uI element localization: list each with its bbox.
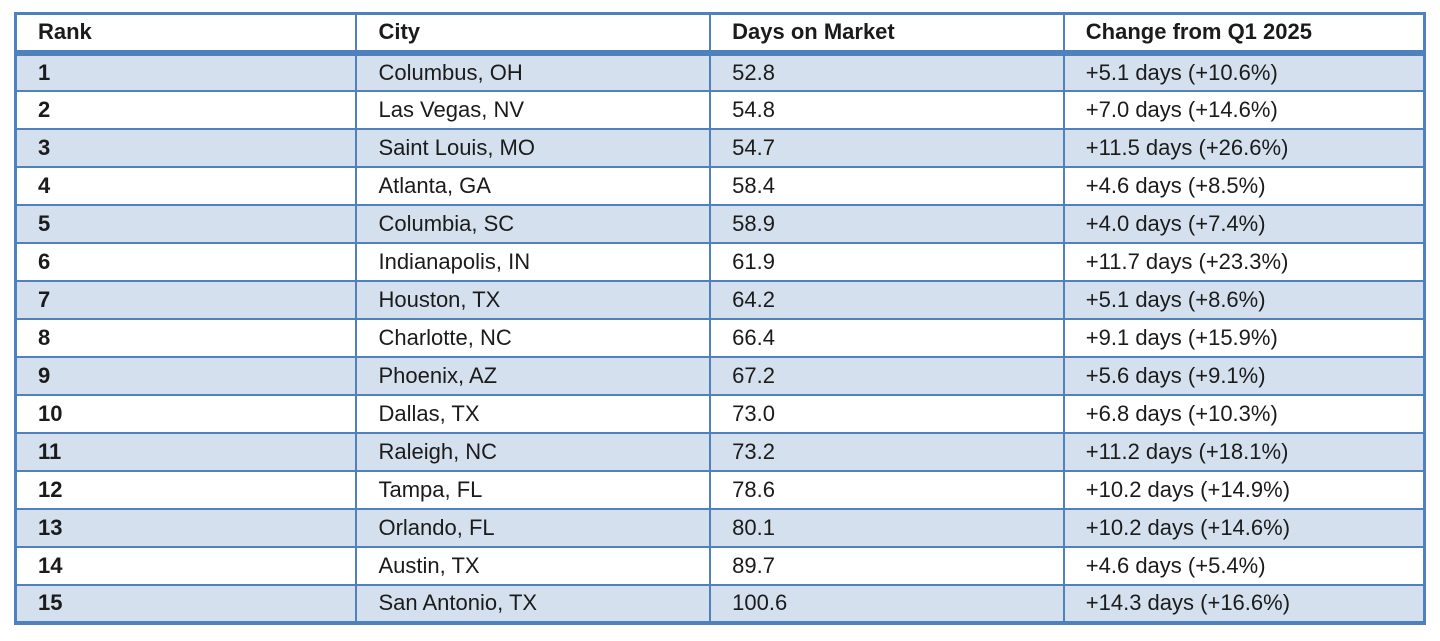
cell-rank: 2 bbox=[14, 89, 358, 130]
cell-rank: 6 bbox=[14, 241, 358, 282]
table-row: 3 Saint Louis, MO 54.7 +11.5 days (+26.6%) bbox=[14, 127, 1426, 168]
column-header-change: Change from Q1 2025 bbox=[1062, 12, 1426, 56]
cell-days: 80.1 bbox=[709, 507, 1065, 548]
table-row: 15 San Antonio, TX 100.6 +14.3 days (+16.6%… bbox=[14, 583, 1426, 624]
column-header-city: City bbox=[355, 12, 712, 56]
cell-rank: 8 bbox=[14, 317, 358, 358]
cell-rank: 1 bbox=[14, 51, 358, 92]
table-row: 6 Indianapolis, IN 61.9 +11.7 days (+23.3%) bbox=[14, 241, 1426, 282]
table-row: 11 Raleigh, NC 73.2 +11.2 days (+18.1%) bbox=[14, 431, 1426, 472]
cell-city: Austin, TX bbox=[355, 545, 712, 586]
cell-change: +4.6 days (+8.5%) bbox=[1062, 165, 1426, 206]
cell-change: +9.1 days (+15.9%) bbox=[1062, 317, 1426, 358]
cell-change: +11.5 days (+26.6%) bbox=[1062, 127, 1426, 168]
table-row: 13 Orlando, FL 80.1 +10.2 days (+14.6%) bbox=[14, 507, 1426, 548]
cell-days: 54.8 bbox=[709, 89, 1065, 130]
cell-rank: 12 bbox=[14, 469, 358, 510]
cell-city: Indianapolis, IN bbox=[355, 241, 712, 282]
cell-city: Columbus, OH bbox=[355, 51, 712, 92]
cell-rank: 14 bbox=[14, 545, 358, 586]
cell-change: +6.8 days (+10.3%) bbox=[1062, 393, 1426, 434]
cell-change: +11.7 days (+23.3%) bbox=[1062, 241, 1426, 282]
cell-days: 73.2 bbox=[709, 431, 1065, 472]
cell-days: 73.0 bbox=[709, 393, 1065, 434]
cell-rank: 9 bbox=[14, 355, 358, 396]
cell-days: 61.9 bbox=[709, 241, 1065, 282]
table-row: 14 Austin, TX 89.7 +4.6 days (+5.4%) bbox=[14, 545, 1426, 586]
cell-rank: 11 bbox=[14, 431, 358, 472]
cell-days: 58.9 bbox=[709, 203, 1065, 244]
table-row: 2 Las Vegas, NV 54.8 +7.0 days (+14.6%) bbox=[14, 89, 1426, 130]
cell-change: +5.6 days (+9.1%) bbox=[1062, 355, 1426, 396]
cell-city: Raleigh, NC bbox=[355, 431, 712, 472]
days-on-market-table: Rank City Days on Market Change from Q1 … bbox=[14, 12, 1426, 625]
table-body: 1 Columbus, OH 52.8 +5.1 days (+10.6%) 2 Las … bbox=[14, 51, 1426, 624]
cell-rank: 10 bbox=[14, 393, 358, 434]
column-header-rank: Rank bbox=[14, 12, 358, 56]
cell-city: Dallas, TX bbox=[355, 393, 712, 434]
cell-city: Charlotte, NC bbox=[355, 317, 712, 358]
cell-change: +5.1 days (+8.6%) bbox=[1062, 279, 1426, 320]
cell-city: Phoenix, AZ bbox=[355, 355, 712, 396]
cell-rank: 5 bbox=[14, 203, 358, 244]
cell-city: Columbia, SC bbox=[355, 203, 712, 244]
cell-city: Tampa, FL bbox=[355, 469, 712, 510]
cell-change: +14.3 days (+16.6%) bbox=[1062, 583, 1426, 624]
cell-city: Houston, TX bbox=[355, 279, 712, 320]
header-row: Rank City Days on Market Change from Q1 … bbox=[14, 12, 1426, 56]
table-row: 9 Phoenix, AZ 67.2 +5.6 days (+9.1%) bbox=[14, 355, 1426, 396]
cell-change: +11.2 days (+18.1%) bbox=[1062, 431, 1426, 472]
table-row: 10 Dallas, TX 73.0 +6.8 days (+10.3%) bbox=[14, 393, 1426, 434]
cell-days: 64.2 bbox=[709, 279, 1065, 320]
table-row: 7 Houston, TX 64.2 +5.1 days (+8.6%) bbox=[14, 279, 1426, 320]
cell-rank: 15 bbox=[14, 583, 358, 624]
cell-days: 66.4 bbox=[709, 317, 1065, 358]
cell-change: +10.2 days (+14.9%) bbox=[1062, 469, 1426, 510]
cell-rank: 13 bbox=[14, 507, 358, 548]
cell-change: +10.2 days (+14.6%) bbox=[1062, 507, 1426, 548]
cell-days: 54.7 bbox=[709, 127, 1065, 168]
table-row: 1 Columbus, OH 52.8 +5.1 days (+10.6%) bbox=[14, 51, 1426, 92]
cell-change: +4.0 days (+7.4%) bbox=[1062, 203, 1426, 244]
table-row: 12 Tampa, FL 78.6 +10.2 days (+14.9%) bbox=[14, 469, 1426, 510]
cell-city: Saint Louis, MO bbox=[355, 127, 712, 168]
cell-change: +4.6 days (+5.4%) bbox=[1062, 545, 1426, 586]
table-row: 5 Columbia, SC 58.9 +4.0 days (+7.4%) bbox=[14, 203, 1426, 244]
cell-days: 67.2 bbox=[709, 355, 1065, 396]
table-row: 4 Atlanta, GA 58.4 +4.6 days (+8.5%) bbox=[14, 165, 1426, 206]
cell-city: Atlanta, GA bbox=[355, 165, 712, 206]
cell-city: Las Vegas, NV bbox=[355, 89, 712, 130]
cell-days: 100.6 bbox=[709, 583, 1065, 624]
cell-days: 58.4 bbox=[709, 165, 1065, 206]
cell-days: 52.8 bbox=[709, 51, 1065, 92]
table-row: 8 Charlotte, NC 66.4 +9.1 days (+15.9%) bbox=[14, 317, 1426, 358]
cell-rank: 7 bbox=[14, 279, 358, 320]
table-header: Rank City Days on Market Change from Q1 … bbox=[14, 12, 1426, 56]
column-header-days: Days on Market bbox=[709, 12, 1065, 56]
cell-rank: 4 bbox=[14, 165, 358, 206]
cell-city: San Antonio, TX bbox=[355, 583, 712, 624]
cell-days: 78.6 bbox=[709, 469, 1065, 510]
cell-days: 89.7 bbox=[709, 545, 1065, 586]
cell-change: +7.0 days (+14.6%) bbox=[1062, 89, 1426, 130]
cell-city: Orlando, FL bbox=[355, 507, 712, 548]
cell-rank: 3 bbox=[14, 127, 358, 168]
cell-change: +5.1 days (+10.6%) bbox=[1062, 51, 1426, 92]
